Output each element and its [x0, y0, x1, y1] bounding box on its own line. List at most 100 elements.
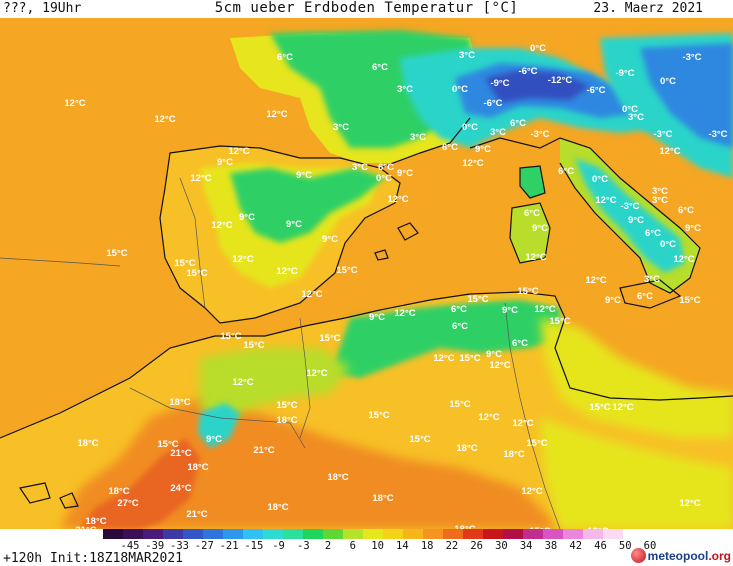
scale-color-segment — [543, 529, 563, 539]
temperature-label: 15°C — [157, 439, 178, 450]
scale-tick-label: -33 — [170, 540, 189, 552]
temperature-label: 12°C — [462, 158, 483, 169]
temperature-label: 3°C — [652, 186, 668, 197]
temperature-label: 15°C — [589, 402, 610, 413]
temperature-label: 24°C — [170, 483, 191, 494]
temperature-label: 0°C — [452, 84, 468, 95]
temperature-label: 12°C — [228, 146, 249, 157]
temperature-label: 3°C — [410, 132, 426, 143]
meteopool-logo[interactable]: meteopool.org — [630, 548, 731, 563]
temperature-label: 3°C — [644, 274, 660, 285]
temperature-label: 15°C — [106, 248, 127, 259]
coastlines — [0, 117, 733, 509]
scale-tick-label: 6 — [349, 540, 357, 552]
temperature-label: 9°C — [502, 305, 518, 316]
scale-color-segment — [343, 529, 363, 539]
libya-mild-zone — [540, 418, 733, 529]
scale-tick-label: -39 — [145, 540, 165, 552]
temperature-label: 15°C — [336, 265, 357, 276]
corsica-land — [520, 166, 545, 198]
temperature-label: -12°C — [548, 75, 573, 86]
temperature-label: 21°C — [170, 448, 191, 459]
temperature-label: 3°C — [459, 50, 475, 61]
temperature-label: 6°C — [512, 338, 528, 349]
temperature-label: 0°C — [376, 173, 392, 184]
temperature-label: 15°C — [459, 353, 480, 364]
scale-color-segment — [443, 529, 463, 539]
temperature-label: 15°C — [526, 438, 547, 449]
temperature-label: 15°C — [409, 434, 430, 445]
scale-tick-label: 2 — [324, 540, 332, 552]
temperature-label: 18°C — [187, 462, 208, 473]
scale-color-segment — [423, 529, 443, 539]
temperature-label: 15°C — [220, 331, 241, 342]
scale-color-segment — [163, 529, 183, 539]
temperature-label: 12°C — [489, 360, 510, 371]
forecast-time: ???, 19Uhr — [3, 1, 82, 16]
land-regions — [0, 30, 733, 529]
temperature-label: 15°C — [679, 295, 700, 306]
temperature-label: 9°C — [685, 223, 701, 234]
temperature-label: 9°C — [397, 168, 413, 179]
scale-color-segment — [283, 529, 303, 539]
atlas-mild-zone — [200, 348, 350, 423]
scale-color-segment — [523, 529, 543, 539]
temperature-label: 15°C — [449, 399, 470, 410]
scale-tick-label: 14 — [396, 540, 409, 552]
scale-tick-label: 22 — [445, 540, 459, 552]
scale-tick-label: 26 — [470, 540, 483, 552]
temperature-label: 18°C — [108, 486, 129, 497]
temperature-label: -9°C — [490, 78, 509, 89]
temperature-label: 3°C — [333, 122, 349, 133]
temperature-label: 9°C — [369, 312, 385, 323]
temperature-label: 12°C — [306, 368, 327, 379]
temperature-label: 15°C — [467, 294, 488, 305]
scale-color-segment — [203, 529, 223, 539]
temperature-map[interactable]: 12°C 12°C 12°C 6°C 6°C 3°C 0°C -6°C -9°C -12°C -9°… — [0, 18, 733, 537]
scale-tick-label: -21 — [219, 540, 239, 552]
temperature-label: 12°C — [612, 402, 633, 413]
temperature-label: 6°C — [524, 208, 540, 219]
temperature-label: 12°C — [478, 412, 499, 423]
temperature-label: 6°C — [378, 162, 394, 173]
temperature-label: -9°C — [615, 68, 634, 79]
temperature-label: 15°C — [368, 410, 389, 421]
temperature-label: 21°C — [253, 445, 274, 456]
temperature-label: 9°C — [486, 349, 502, 360]
map-footer: -45 -39 -33 -27 -21 -15 -9 -3 2 6 10 14 18 22 26 30 34 38… — [0, 529, 733, 566]
temperature-label: 3°C — [397, 84, 413, 95]
temperature-label: 9°C — [532, 223, 548, 234]
temperature-label: 3°C — [652, 195, 668, 206]
temperature-label: -3°C — [530, 129, 549, 140]
scale-tick-label: 18 — [420, 540, 434, 552]
temperature-label: 9°C — [286, 219, 302, 230]
temperature-label: 18°C — [85, 516, 106, 527]
scale-color-segment — [563, 529, 583, 539]
iberia-mountains-green — [230, 168, 385, 243]
scale-color-segment — [503, 529, 523, 539]
temperature-label: 0°C — [592, 174, 608, 185]
scale-tick-label: 42 — [569, 540, 583, 552]
scale-color-segment — [603, 529, 623, 539]
temperature-label: 6°C — [452, 321, 468, 332]
scale-tick-label: 34 — [519, 540, 533, 552]
temperature-label: 15°C — [276, 400, 297, 411]
temperature-label: 3°C — [490, 127, 506, 138]
temperature-label: -6°C — [586, 85, 605, 96]
temperature-label: 9°C — [628, 215, 644, 226]
scale-color-segment — [583, 529, 603, 539]
temperature-label: 9°C — [475, 144, 491, 155]
temperature-label: 6°C — [451, 304, 467, 315]
scale-tick-label: -3 — [297, 540, 310, 552]
scale-color-segment — [263, 529, 283, 539]
sardinia-land — [510, 203, 550, 263]
temperature-label: 15°C — [319, 333, 340, 344]
scale-color-segment — [183, 529, 203, 539]
temperature-label: -3°C — [708, 129, 727, 140]
temperature-label: -3°C — [620, 201, 639, 212]
temperature-label: 12°C — [232, 254, 253, 265]
temperature-label: 21°C — [186, 509, 207, 520]
temperature-label: 12°C — [525, 252, 546, 263]
temperature-label: 12°C — [266, 109, 287, 120]
temperature-label: 6°C — [277, 52, 293, 63]
